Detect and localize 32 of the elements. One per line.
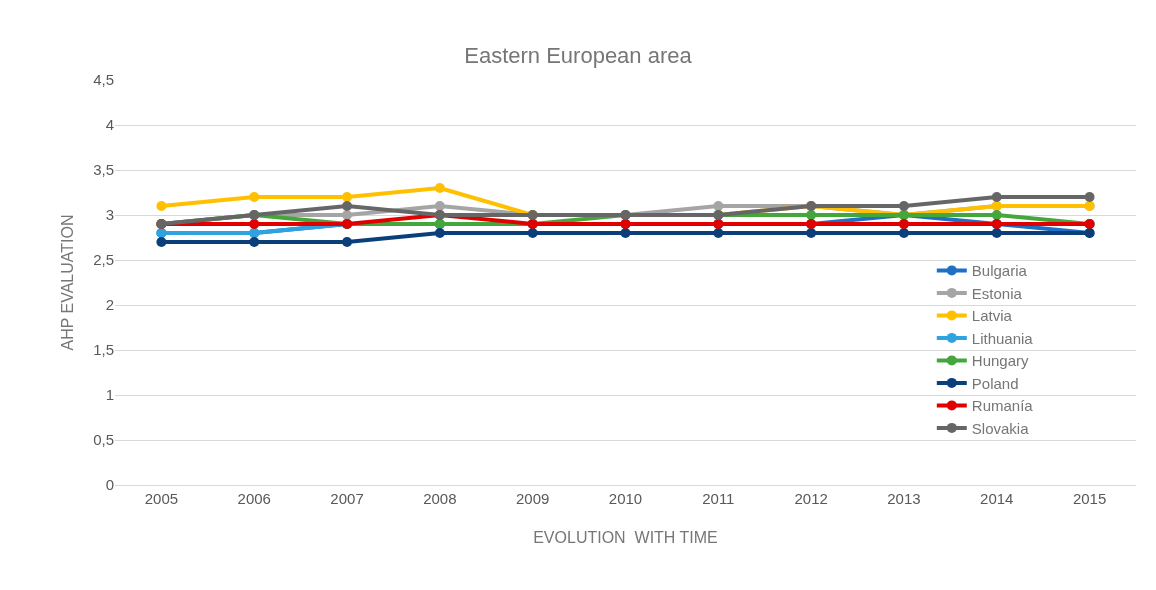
x-tick-label: 2013	[887, 490, 921, 507]
x-tick-label: 2006	[237, 490, 271, 507]
y-tick-label: 0,5	[93, 431, 114, 449]
chart-title: Eastern European area	[464, 42, 693, 68]
y-tick-label: 0	[105, 476, 114, 494]
x-tick-label: 2007	[330, 490, 364, 507]
legend-label: Bulgaria	[971, 262, 1028, 280]
y-tick-label: 1,5	[93, 341, 114, 359]
y-tick-label: 2	[105, 296, 114, 314]
x-tick-label: 2012	[794, 490, 828, 507]
x-tick-label: 2015	[1072, 490, 1107, 507]
x-tick-label: 2008	[423, 490, 457, 507]
x-tick-label: 2010	[608, 490, 643, 507]
y-tick-label: 4,5	[93, 71, 114, 89]
x-tick-label: 2009	[515, 490, 550, 507]
x-axis-title: EVOLUTION WITH TIME	[533, 529, 718, 546]
y-axis-title: AHP EVALUATION	[59, 214, 76, 351]
legend-label: Latvia	[971, 307, 1013, 325]
y-tick-label: 1	[105, 386, 114, 404]
y-tick-label: 3	[105, 206, 114, 224]
x-tick-label: 2011	[702, 490, 735, 507]
x-tick-label: 2005	[144, 490, 179, 507]
y-tick-label: 3,5	[93, 161, 114, 179]
y-tick-label: 4	[105, 116, 114, 134]
legend-label: Lithuania	[971, 329, 1034, 347]
legend-label: Slovakia	[971, 419, 1030, 437]
legend-label: Rumanía	[971, 397, 1034, 415]
y-tick-label: 2,5	[93, 251, 114, 269]
legend-label: Hungary	[971, 352, 1029, 370]
legend-label: Estonia	[971, 284, 1023, 302]
x-tick-label: 2014	[980, 490, 1014, 507]
legend-label: Poland	[971, 374, 1019, 392]
